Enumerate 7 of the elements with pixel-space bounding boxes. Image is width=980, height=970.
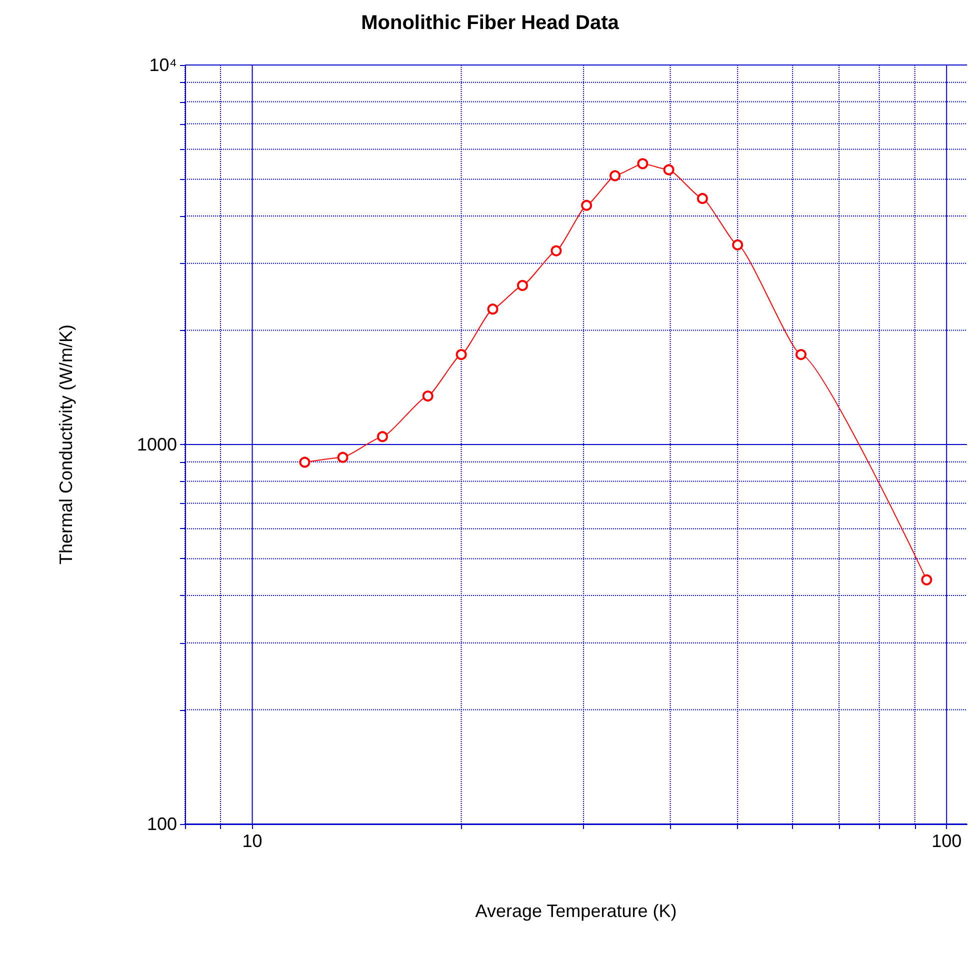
- y-axis-title: Thermal Conductivity (W/m/K): [56, 324, 76, 565]
- x-axis-title: Average Temperature (K): [475, 901, 677, 921]
- y-tick-label: 10⁴: [149, 55, 177, 75]
- x-tick-label: 10: [242, 831, 262, 851]
- y-tick-label: 1000: [136, 434, 177, 454]
- chart-title: Monolithic Fiber Head Data: [361, 12, 620, 34]
- y-tick-label: 100: [146, 814, 177, 834]
